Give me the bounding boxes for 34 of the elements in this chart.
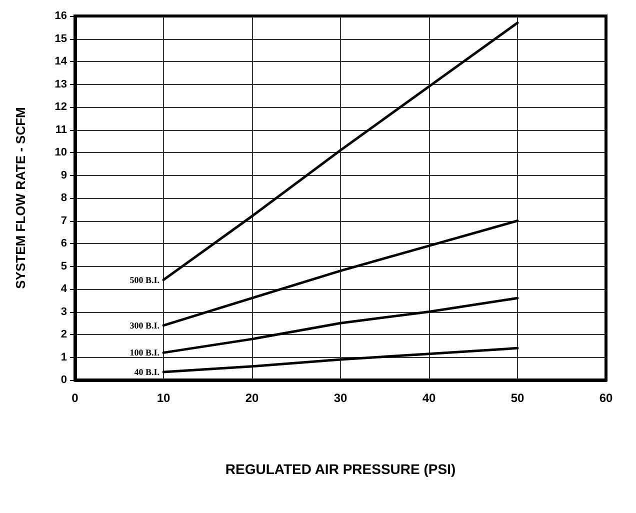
- y-tick-label: 1: [60, 351, 67, 364]
- y-tick-label: 13: [54, 78, 67, 90]
- y-tick-label: 7: [60, 214, 67, 227]
- series-label: 40 B.I.: [134, 367, 160, 378]
- x-tick-label: 0: [72, 391, 79, 405]
- y-tick-label: 8: [60, 192, 67, 204]
- y-tick-label: 9: [60, 169, 67, 182]
- x-tick-label: 30: [334, 391, 348, 405]
- y-tick-label: 16: [54, 10, 67, 22]
- series-label: 100 B.I.: [130, 348, 160, 358]
- y-tick-label: 10: [54, 146, 67, 158]
- y-tick-label: 11: [55, 124, 67, 136]
- line-series: [162, 22, 519, 282]
- line-series: [162, 346, 519, 374]
- y-tick-label: 6: [60, 238, 67, 250]
- series-label: 500 B.I.: [130, 274, 160, 285]
- y-tick-label: 4: [60, 283, 68, 295]
- series-label: 300 B.I.: [130, 320, 160, 330]
- y-tick-label: 3: [60, 306, 67, 318]
- x-tick-label: 20: [245, 391, 259, 405]
- y-tick-label: 15: [54, 32, 67, 45]
- y-tick-label: 5: [60, 260, 67, 272]
- x-tick-label: 10: [156, 391, 170, 405]
- line-series: [162, 220, 519, 327]
- y-axis-title: SYSTEM FLOW RATE - SCFM: [13, 107, 28, 289]
- y-tick-label: 2: [60, 328, 67, 340]
- line-series: [162, 296, 519, 354]
- x-tick-label: 50: [510, 391, 524, 405]
- x-tick-label: 40: [422, 391, 436, 405]
- y-tick-label: 0: [60, 374, 67, 386]
- y-tick-label: 12: [54, 101, 67, 113]
- x-tick-label: 60: [599, 391, 613, 405]
- x-axis-title: REGULATED AIR PRESSURE (PSI): [225, 461, 456, 477]
- y-tick-label: 14: [54, 56, 68, 68]
